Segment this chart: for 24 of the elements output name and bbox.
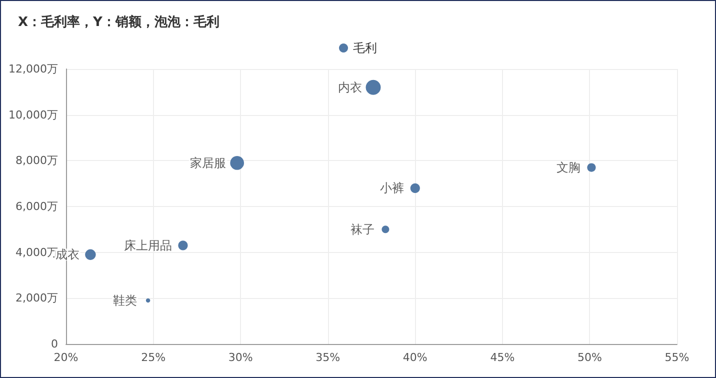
chart-title: X：毛利率，Y：销额，泡泡：毛利 xyxy=(18,14,220,30)
annotation: 床上用品 xyxy=(124,238,172,252)
annotation: 袜子 xyxy=(350,222,374,236)
annotation: 内衣 xyxy=(338,80,362,94)
x-tick-label: 55% xyxy=(664,351,690,364)
x-tick-label: 40% xyxy=(402,351,428,364)
annotation: 成衣 xyxy=(55,248,80,262)
y-tick-label: 10,000万 xyxy=(8,108,58,122)
annotation: 家居服 xyxy=(190,156,226,170)
x-tick-label: 35% xyxy=(316,351,340,364)
legend-label: 毛利 xyxy=(353,41,377,55)
y-tick-label: 0 xyxy=(51,338,58,350)
annotation: 文胸 xyxy=(556,160,580,175)
x-tick-label: 30% xyxy=(228,351,253,364)
annotation: 鞋类 xyxy=(113,293,138,308)
y-tick-label: 8,000万 xyxy=(16,154,58,168)
x-tick-label: 45% xyxy=(490,351,515,364)
y-tick-label: 6,000万 xyxy=(16,200,58,213)
annotation: 小裤 xyxy=(380,181,404,196)
x-tick-label: 20% xyxy=(54,351,78,364)
y-tick-label: 2,000万 xyxy=(16,292,58,305)
y-tick-label: 12,000万 xyxy=(8,62,58,76)
x-tick-label: 25% xyxy=(141,351,166,364)
x-tick-label: 50% xyxy=(577,351,602,364)
